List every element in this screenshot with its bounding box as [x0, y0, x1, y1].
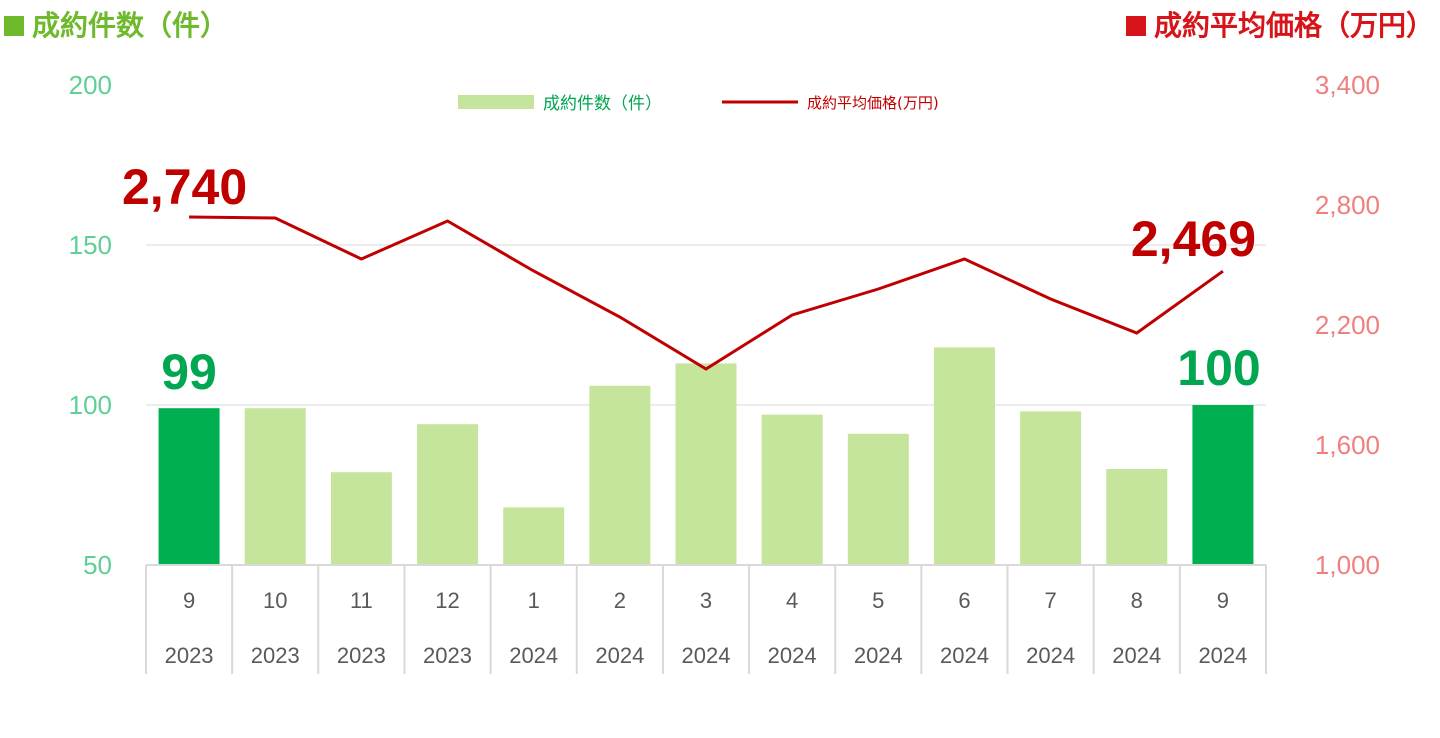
month-label: 1 [528, 588, 540, 613]
right-axis-title-text: 成約平均価格（万円） [1153, 9, 1434, 42]
bar [417, 424, 479, 565]
bar [1192, 405, 1254, 565]
month-label: 7 [1044, 588, 1056, 613]
bar [1020, 411, 1082, 565]
month-label: 11 [350, 588, 373, 613]
year-label: 2024 [1198, 643, 1247, 668]
left-tick-label: 100 [69, 390, 112, 420]
legend: 成約件数（件） 成約平均価格(万円) [458, 94, 939, 114]
right-tick-label: 2,200 [1315, 310, 1380, 340]
left-y-axis: 50 100 150 200 [69, 70, 112, 580]
left-axis-title: 成約件数（件） [4, 4, 228, 44]
right-tick-label: 1,000 [1315, 550, 1380, 580]
month-label: 4 [786, 588, 798, 613]
year-label: 2023 [165, 643, 214, 668]
month-label: 12 [435, 588, 459, 613]
right-tick-label: 3,400 [1315, 70, 1380, 100]
month-label: 5 [872, 588, 884, 613]
year-label: 2023 [251, 643, 300, 668]
bar [847, 433, 909, 565]
month-label: 6 [958, 588, 970, 613]
month-label: 3 [700, 588, 712, 613]
bar [244, 408, 306, 565]
month-label: 8 [1131, 588, 1143, 613]
bar [589, 385, 651, 565]
left-tick-label: 50 [83, 550, 112, 580]
legend-bar-label: 成約件数（件） [543, 94, 662, 114]
year-label: 2024 [854, 643, 903, 668]
bar [503, 507, 565, 565]
left-axis-title-text: 成約件数（件） [32, 9, 229, 42]
bar [330, 472, 392, 565]
bar [1106, 469, 1168, 565]
legend-bar-swatch [458, 95, 534, 109]
year-label: 2024 [940, 643, 989, 668]
right-axis-title: 成約平均価格（万円） [1125, 4, 1434, 44]
year-label: 2024 [509, 643, 558, 668]
red-square-icon [1125, 16, 1146, 36]
category-table [145, 564, 1267, 674]
legend-line-label: 成約平均価格(万円) [807, 94, 939, 112]
left-tick-label: 200 [69, 70, 112, 100]
bar [933, 347, 995, 565]
right-tick-label: 2,800 [1315, 190, 1380, 220]
count-label-last: 100 [1177, 340, 1260, 396]
price-label-last: 2,469 [1131, 211, 1256, 267]
left-tick-label: 150 [69, 230, 112, 260]
bar [675, 363, 737, 565]
count-label-first: 99 [161, 344, 217, 400]
price-label-first: 2,740 [122, 159, 247, 215]
green-square-icon [4, 16, 24, 36]
bar [761, 414, 823, 565]
year-label: 2023 [423, 643, 472, 668]
bar [158, 408, 220, 565]
month-label: 2 [614, 588, 626, 613]
right-tick-label: 1,600 [1315, 430, 1380, 460]
month-label: 9 [1217, 588, 1229, 613]
year-label: 2024 [682, 643, 731, 668]
category-labels: 9 2023 10 2023 11 2023 12 2023 1 2024 2 2024 3 2024 4 2… [165, 588, 1248, 668]
year-label: 2024 [1026, 643, 1075, 668]
month-label: 9 [183, 588, 195, 613]
year-label: 2023 [337, 643, 386, 668]
year-label: 2024 [1112, 643, 1161, 668]
bar-series [158, 347, 1254, 565]
year-label: 2024 [768, 643, 817, 668]
year-label: 2024 [595, 643, 644, 668]
month-label: 10 [263, 588, 287, 613]
price-line [189, 215, 1224, 371]
right-y-axis: 1,000 1,600 2,200 2,800 3,400 [1315, 70, 1380, 580]
